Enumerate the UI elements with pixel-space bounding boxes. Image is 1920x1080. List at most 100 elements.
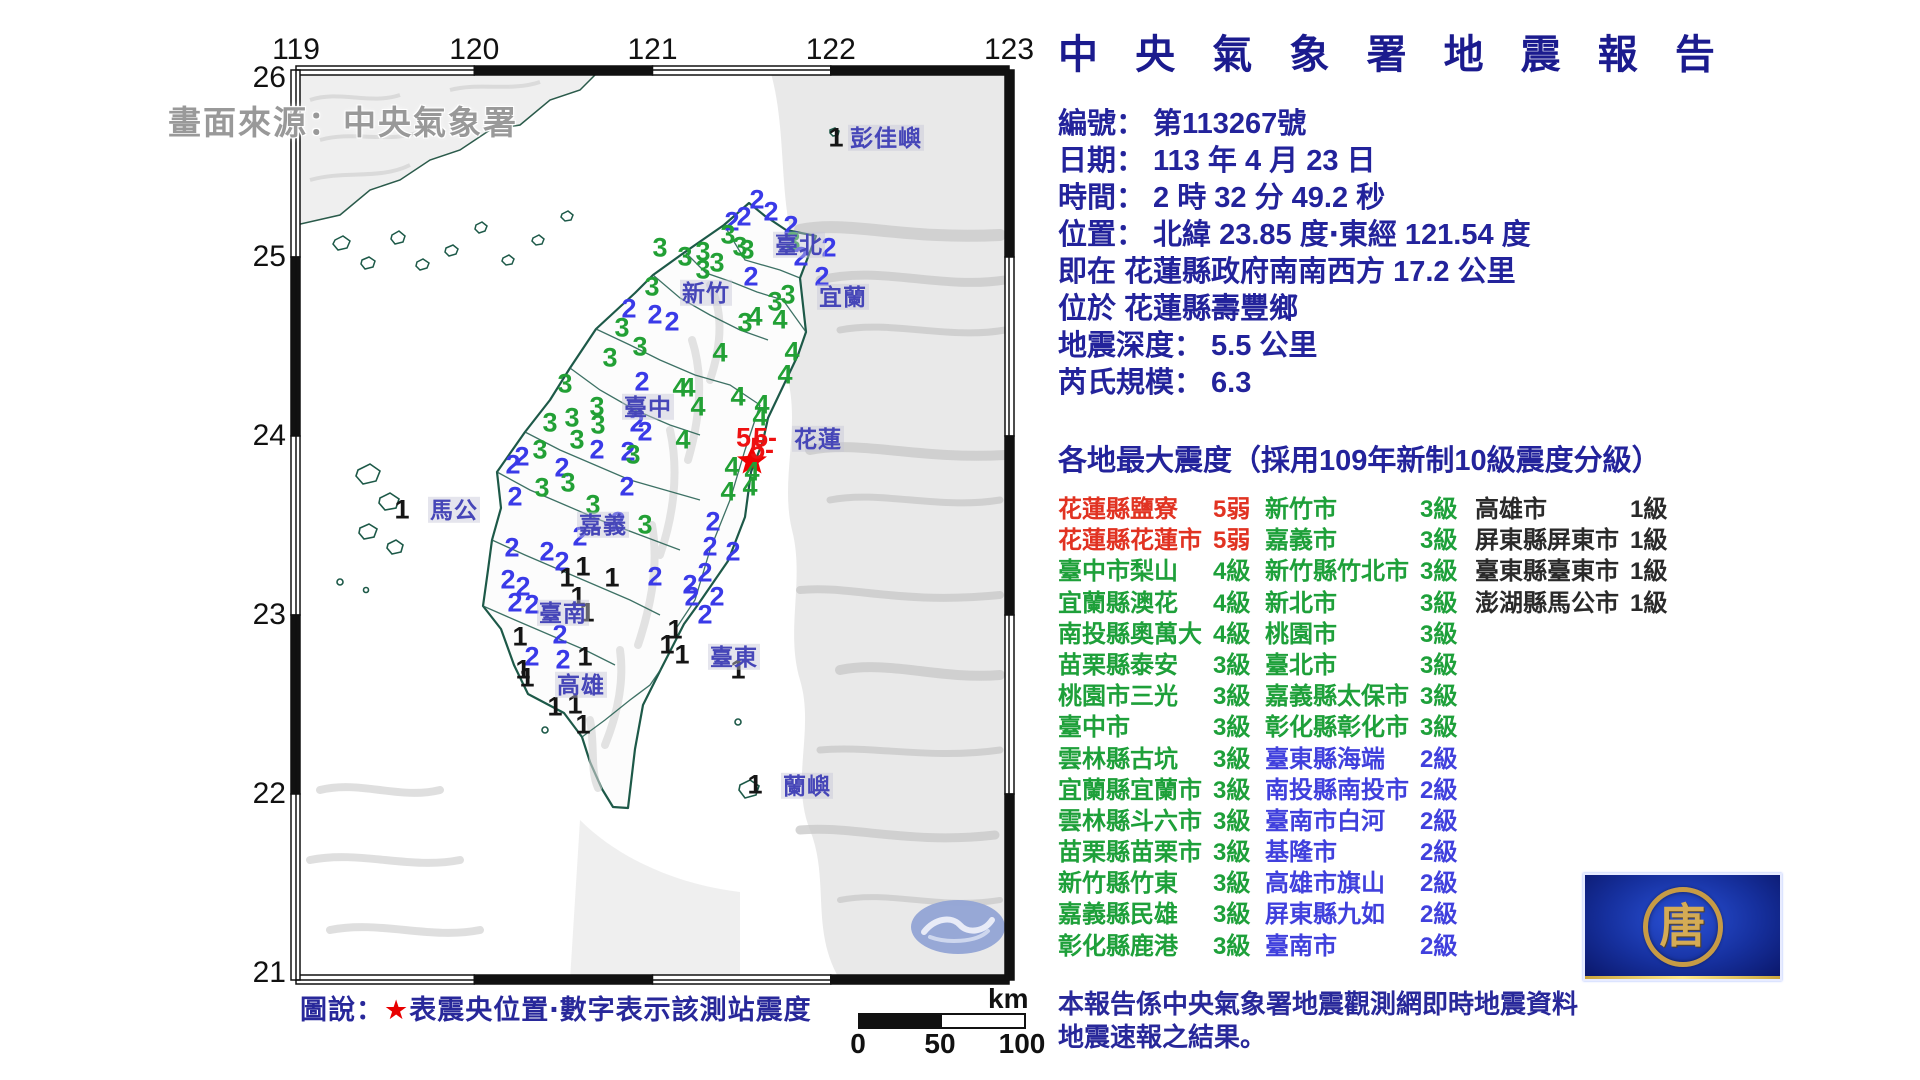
station-intensity-4: 4 xyxy=(690,391,706,422)
station-intensity-2: 2 xyxy=(709,581,725,612)
station-intensity-2: 2 xyxy=(507,481,523,512)
intensity-level: 1級 xyxy=(1630,589,1668,617)
report-line: 位於 花蓮縣壽豐鄉 xyxy=(1058,293,1299,325)
station-intensity-3: 3 xyxy=(709,247,725,278)
station-intensity-3: 3 xyxy=(695,254,711,285)
intensity-row: 屏東縣九如 2級 xyxy=(1265,894,1457,929)
footnote-line: 本報告係中央氣象署地震觀測網即時地震資料 xyxy=(1058,989,1579,1019)
report-footnotes: 本報告係中央氣象署地震觀測網即時地震資料 地震速報之結果。 xyxy=(1058,988,1578,1054)
station-intensity-1: 1 xyxy=(570,581,586,612)
station-intensity-2: 2 xyxy=(702,531,718,562)
intensity-level: 3級 xyxy=(1213,683,1251,711)
station-intensity-5-: 5- xyxy=(752,422,778,453)
city-label-花蓮: 花蓮 xyxy=(792,425,844,453)
location-name: 花蓮縣鹽寮 xyxy=(1058,496,1178,523)
intensity-level: 3級 xyxy=(1213,901,1251,929)
station-intensity-1: 1 xyxy=(577,641,593,672)
intensity-row: 新竹縣竹北市 3級 xyxy=(1265,551,1457,585)
location-name: 臺中市梨山 xyxy=(1058,558,1178,586)
intensity-row: 嘉義縣民雄 3級 xyxy=(1058,894,1250,928)
station-intensity-2: 2 xyxy=(821,232,837,263)
station-intensity-2: 2 xyxy=(515,571,531,602)
location-name: 臺南市 xyxy=(1265,932,1337,960)
report-line: 位置： 北緯 23.85 度‧東經 121.54 度 xyxy=(1058,219,1531,251)
station-intensity-3: 3 xyxy=(614,312,630,343)
station-intensity-3: 3 xyxy=(677,241,693,272)
intensity-row: 臺中市 3級 xyxy=(1058,707,1250,742)
station-intensity-4: 4 xyxy=(752,401,768,432)
intensity-row: 新竹市 3級 xyxy=(1265,489,1457,523)
intensity-level: 2級 xyxy=(1420,839,1458,867)
station-intensity-3: 3 xyxy=(585,489,601,520)
station-intensity-2: 2 xyxy=(634,366,650,397)
station-intensity-1: 1 xyxy=(747,769,763,800)
legend-text: 表震央位置‧數字表示該測站震度 xyxy=(409,995,812,1025)
station-intensity-1: 1 xyxy=(547,691,563,722)
station-intensity-1: 1 xyxy=(604,562,620,593)
intensity-level: 1級 xyxy=(1630,527,1668,555)
station-intensity-3: 3 xyxy=(625,439,641,470)
intensity-level: 3級 xyxy=(1420,527,1458,555)
intensity-row: 桃園市 3級 xyxy=(1265,614,1457,648)
station-intensity-2: 2 xyxy=(514,441,530,472)
report-line: 時間： 2 時 32 分 49.2 秒 xyxy=(1058,182,1386,214)
station-intensity-2: 2 xyxy=(736,201,752,232)
location-name: 苗栗縣泰安 xyxy=(1058,651,1178,679)
station-intensity-2: 2 xyxy=(539,536,555,567)
station-intensity-4: 4 xyxy=(680,372,696,403)
city-label-臺南: 臺南 xyxy=(537,599,589,627)
intensity-level: 2級 xyxy=(1420,776,1458,804)
station-intensity-4: 4 xyxy=(724,451,740,482)
intensity-row: 屏東縣屏東市 1級 xyxy=(1475,520,1667,554)
station-intensity-3: 3 xyxy=(532,434,548,465)
intensity-row: 臺東縣臺東市 1級 xyxy=(1475,551,1667,586)
location-name: 新竹市 xyxy=(1265,496,1337,523)
station-intensity-2: 2 xyxy=(647,299,663,330)
intensity-row: 花蓮縣花蓮市 5弱 xyxy=(1058,520,1250,555)
station-intensity-4: 4 xyxy=(672,372,688,403)
station-intensity-3: 3 xyxy=(695,236,711,267)
y-tick: 26 xyxy=(252,61,286,94)
station-intensity-2: 2 xyxy=(552,619,568,650)
intensity-row: 南投縣南投市 2級 xyxy=(1265,770,1457,804)
station-intensity-2: 2 xyxy=(814,261,830,292)
report-line: 編號： 第113267號 xyxy=(1058,108,1307,140)
station-intensity-1: 1 xyxy=(575,551,591,582)
map-legend: 圖說：★表震央位置‧數字表示該測站震度 xyxy=(300,988,812,1027)
location-name: 花蓮縣花蓮市 xyxy=(1058,527,1202,555)
location-name: 高雄市旗山 xyxy=(1265,870,1385,898)
report-title: 中 央 氣 象 署 地 震 報 告 xyxy=(1058,33,1728,77)
location-name: 臺東縣臺東市 xyxy=(1475,558,1619,586)
intensity-level: 3級 xyxy=(1420,620,1458,648)
y-tick: 22 xyxy=(252,777,286,810)
intensity-level: 3級 xyxy=(1213,745,1251,773)
station-intensity-2: 2 xyxy=(524,589,540,620)
station-intensity-3: 3 xyxy=(780,279,796,310)
station-intensity-4: 4 xyxy=(744,456,760,487)
intensity-level: 4級 xyxy=(1213,589,1251,617)
intensity-column: 高雄市 1級 屏東縣屏東市 1級 臺東縣臺東市 1級 澎湖縣馬公市 1級 xyxy=(1475,489,1667,617)
intensity-row: 花蓮縣鹽寮 5弱 xyxy=(1058,489,1250,523)
location-name: 臺東縣海端 xyxy=(1265,745,1385,773)
ntd-tv-logo: 唐 xyxy=(1583,873,1782,981)
intensity-list: 花蓮縣鹽寮 5弱 花蓮縣花蓮市 5弱 臺中市梨山 4級 宜蘭縣澳花 4級 南投縣奧萬大 4級 苗栗縣… xyxy=(1058,489,1738,969)
station-intensity-3: 3 xyxy=(767,286,783,317)
location-name: 臺中市 xyxy=(1058,714,1130,742)
station-intensity-3: 3 xyxy=(739,234,755,265)
station-intensity-2: 2 xyxy=(637,416,653,447)
intensity-level: 3級 xyxy=(1420,714,1458,742)
location-name: 南投縣奧萬大 xyxy=(1058,620,1202,648)
location-name: 屏東縣九如 xyxy=(1265,901,1385,929)
station-intensity-2: 2 xyxy=(504,532,520,563)
intensity-row: 嘉義市 3級 xyxy=(1265,520,1457,554)
station-intensity-3: 3 xyxy=(534,472,550,503)
intensity-level: 3級 xyxy=(1213,932,1251,960)
station-intensity-2: 2 xyxy=(619,471,635,502)
station-intensity-1: 1 xyxy=(394,494,410,525)
station-intensity-2: 2 xyxy=(647,561,663,592)
city-label-嘉義: 嘉義 xyxy=(577,511,629,539)
legend-prefix: 圖說： xyxy=(300,995,384,1025)
station-intensity-4: 4 xyxy=(747,301,763,332)
intensity-level: 3級 xyxy=(1420,683,1458,711)
intensity-level: 3級 xyxy=(1420,589,1458,617)
